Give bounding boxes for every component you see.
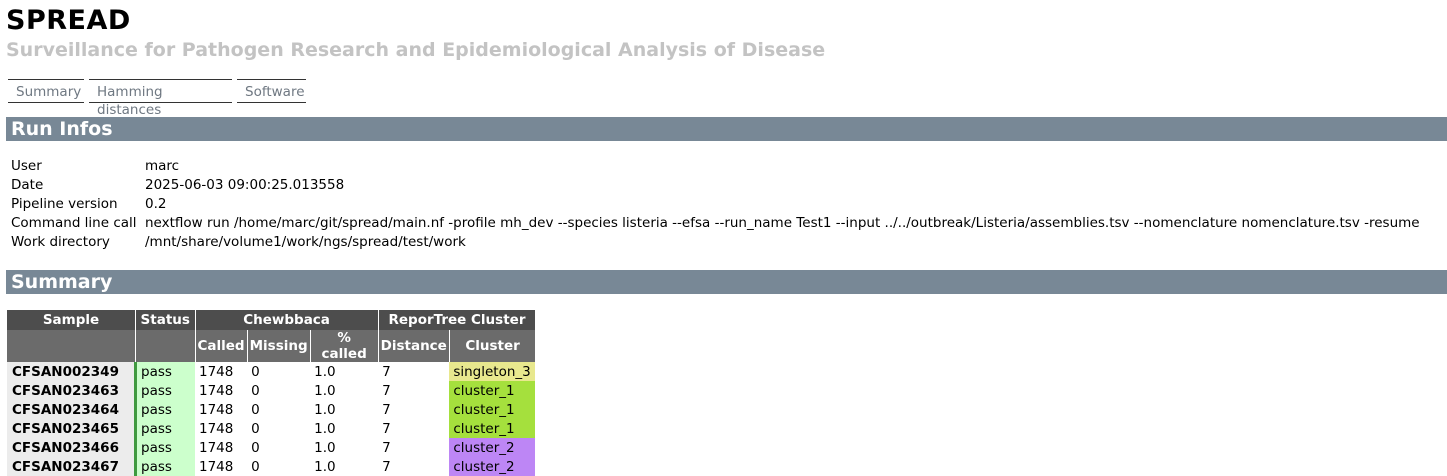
table-row: CFSAN023466 pass 1748 0 1.0 7 cluster_2 bbox=[7, 438, 536, 457]
summary-table: Sample Status Chewbbaca ReporTree Cluste… bbox=[7, 310, 536, 476]
status-cell: pass bbox=[134, 400, 195, 419]
run-infos-heading: Run Infos bbox=[6, 117, 1447, 141]
sample-cell: CFSAN023463 bbox=[7, 381, 136, 400]
col-empty bbox=[135, 330, 196, 362]
tab-summary[interactable]: Summary bbox=[8, 79, 84, 103]
cluster-cell: cluster_2 bbox=[449, 457, 536, 476]
run-infos-table: User marc Date 2025-06-03 09:00:25.01355… bbox=[11, 157, 1420, 252]
pct-called-cell: 1.0 bbox=[314, 382, 336, 399]
table-row: CFSAN023463 pass 1748 0 1.0 7 cluster_1 bbox=[7, 381, 536, 400]
sample-cell: CFSAN023465 bbox=[7, 419, 136, 438]
run-info-value: nextflow run /home/marc/git/spread/main.… bbox=[145, 215, 1420, 231]
called-cell: 1748 bbox=[199, 401, 234, 418]
run-info-value: /mnt/share/volume1/work/ngs/spread/test/… bbox=[145, 234, 466, 250]
status-cell: pass bbox=[134, 362, 195, 381]
run-info-key: Command line call bbox=[11, 215, 137, 231]
missing-cell: 0 bbox=[251, 458, 260, 475]
status-cell: pass bbox=[134, 381, 195, 400]
report-page: SPREAD Surveillance for Pathogen Researc… bbox=[6, 5, 1447, 476]
pct-called-cell: 1.0 bbox=[314, 439, 336, 456]
run-info-value: marc bbox=[145, 158, 180, 174]
run-info-key: Pipeline version bbox=[11, 196, 118, 212]
run-info-row: User marc bbox=[11, 157, 1420, 176]
nav-tabs: Summary Hamming distances Software bbox=[8, 79, 306, 118]
distance-cell: 7 bbox=[382, 382, 391, 399]
sample-cell: CFSAN023464 bbox=[7, 400, 136, 419]
pct-called-cell: 1.0 bbox=[314, 401, 336, 418]
called-cell: 1748 bbox=[199, 458, 234, 475]
run-info-value: 2025-06-03 09:00:25.013558 bbox=[145, 177, 345, 193]
distance-cell: 7 bbox=[382, 439, 391, 456]
table-row: CFSAN023464 pass 1748 0 1.0 7 cluster_1 bbox=[7, 400, 536, 419]
run-info-value: 0.2 bbox=[145, 196, 167, 212]
distance-cell: 7 bbox=[382, 363, 391, 380]
distance-cell: 7 bbox=[382, 458, 391, 475]
table-row: CFSAN023467 pass 1748 0 1.0 7 cluster_2 bbox=[7, 457, 536, 476]
table-row: CFSAN023465 pass 1748 0 1.0 7 cluster_1 bbox=[7, 419, 536, 438]
col-group-reportree: ReporTree Cluster bbox=[378, 310, 536, 330]
called-cell: 1748 bbox=[199, 382, 234, 399]
col-group-sample: Sample bbox=[7, 310, 136, 330]
missing-cell: 0 bbox=[251, 420, 260, 437]
run-info-row: Pipeline version 0.2 bbox=[11, 195, 1420, 214]
sample-cell: CFSAN002349 bbox=[7, 362, 136, 381]
run-info-row: Work directory /mnt/share/volume1/work/n… bbox=[11, 233, 1420, 252]
tab-hamming-distances[interactable]: Hamming distances bbox=[89, 79, 232, 118]
col-called: Called bbox=[195, 330, 248, 362]
run-info-row: Command line call nextflow run /home/mar… bbox=[11, 214, 1420, 233]
called-cell: 1748 bbox=[199, 363, 234, 380]
run-info-key: User bbox=[11, 158, 42, 174]
sample-cell: CFSAN023466 bbox=[7, 438, 136, 457]
distance-cell: 7 bbox=[382, 401, 391, 418]
cluster-cell: cluster_1 bbox=[449, 381, 536, 400]
run-info-key: Work directory bbox=[11, 234, 110, 250]
status-cell: pass bbox=[134, 438, 195, 457]
cluster-cell: cluster_1 bbox=[449, 400, 536, 419]
missing-cell: 0 bbox=[251, 363, 260, 380]
col-empty bbox=[7, 330, 136, 362]
missing-cell: 0 bbox=[251, 382, 260, 399]
tab-software[interactable]: Software bbox=[237, 79, 306, 103]
pct-called-cell: 1.0 bbox=[314, 458, 336, 475]
cluster-cell: singleton_3 bbox=[449, 362, 536, 381]
called-cell: 1748 bbox=[199, 420, 234, 437]
sample-cell: CFSAN023467 bbox=[7, 457, 136, 476]
col-group-chewbbaca: Chewbbaca bbox=[195, 310, 379, 330]
cluster-cell: cluster_1 bbox=[449, 419, 536, 438]
table-row: CFSAN002349 pass 1748 0 1.0 7 singleton_… bbox=[7, 362, 536, 381]
missing-cell: 0 bbox=[251, 439, 260, 456]
run-info-key: Date bbox=[11, 177, 44, 193]
col-missing: Missing bbox=[247, 330, 311, 362]
pct-called-cell: 1.0 bbox=[314, 363, 336, 380]
cluster-cell: cluster_2 bbox=[449, 438, 536, 457]
col-pct-called: % called bbox=[310, 330, 379, 362]
run-info-row: Date 2025-06-03 09:00:25.013558 bbox=[11, 176, 1420, 195]
distance-cell: 7 bbox=[382, 420, 391, 437]
col-cluster: Cluster bbox=[449, 330, 536, 362]
summary-heading: Summary bbox=[6, 270, 1447, 294]
pct-called-cell: 1.0 bbox=[314, 420, 336, 437]
page-title: SPREAD bbox=[6, 5, 131, 36]
col-distance: Distance bbox=[378, 330, 450, 362]
status-cell: pass bbox=[134, 457, 195, 476]
called-cell: 1748 bbox=[199, 439, 234, 456]
page-subtitle: Surveillance for Pathogen Research and E… bbox=[6, 39, 826, 61]
status-cell: pass bbox=[134, 419, 195, 438]
missing-cell: 0 bbox=[251, 401, 260, 418]
col-group-status: Status bbox=[135, 310, 196, 330]
